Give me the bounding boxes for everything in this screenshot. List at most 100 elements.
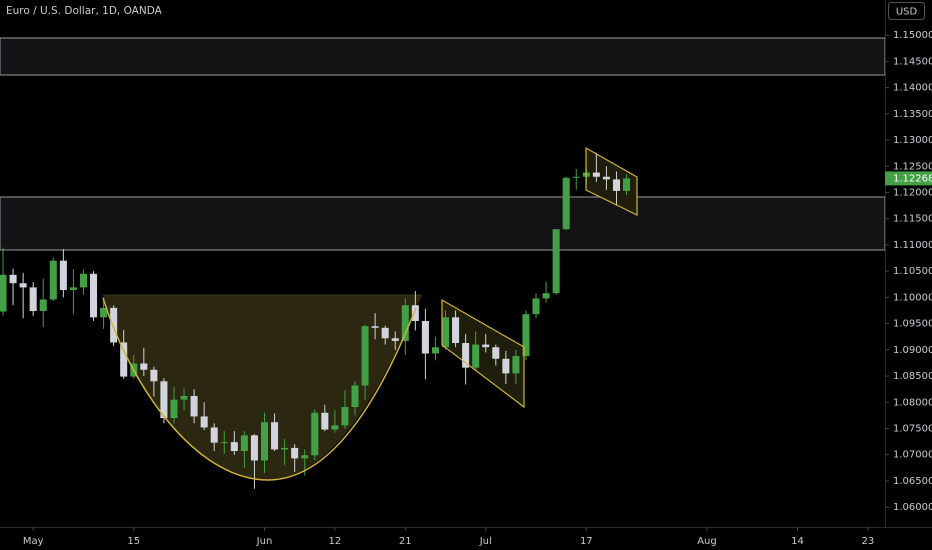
x-tick-label: 21 bbox=[399, 536, 412, 547]
y-tick-label: 1.06000 bbox=[893, 502, 932, 513]
candle-body bbox=[240, 435, 248, 452]
candle-body bbox=[190, 395, 198, 417]
cup-curve bbox=[102, 297, 417, 481]
x-tick-label: 12 bbox=[329, 536, 342, 547]
candle-body bbox=[482, 344, 490, 348]
x-tick-label: 15 bbox=[127, 536, 140, 547]
candle-body bbox=[592, 172, 600, 177]
candle-body bbox=[210, 427, 218, 443]
candle-body bbox=[562, 177, 570, 230]
candle-body bbox=[140, 363, 148, 370]
y-tick-label: 1.13000 bbox=[893, 135, 932, 146]
candle-body bbox=[291, 447, 299, 459]
candle-body bbox=[281, 447, 289, 450]
zone bbox=[0, 196, 886, 251]
candle-body bbox=[271, 422, 279, 450]
cup-area bbox=[103, 295, 422, 480]
candle-body bbox=[391, 338, 399, 341]
candle-body bbox=[19, 283, 27, 288]
y-tick-label: 1.14500 bbox=[893, 56, 932, 67]
y-tick-label: 1.09500 bbox=[893, 319, 932, 330]
candle-body bbox=[623, 178, 631, 191]
candle-body bbox=[90, 273, 98, 318]
candle-body bbox=[49, 260, 57, 300]
flag-outline bbox=[441, 298, 525, 409]
x-tick-label: Aug bbox=[697, 536, 717, 547]
candles bbox=[0, 152, 631, 489]
candle-body bbox=[612, 179, 621, 191]
candle-body bbox=[411, 305, 419, 321]
candle-body bbox=[9, 274, 17, 284]
candle-body bbox=[200, 416, 208, 428]
candle-body bbox=[371, 326, 379, 328]
flag-outline bbox=[585, 146, 638, 216]
x-tick-label: 17 bbox=[580, 536, 593, 547]
candle-body bbox=[462, 343, 470, 368]
candle-body bbox=[361, 326, 369, 386]
candle-body bbox=[532, 298, 540, 315]
candle-body bbox=[401, 305, 409, 341]
last-price-label: 1.12268 bbox=[893, 173, 932, 184]
y-tick-label: 1.12000 bbox=[893, 187, 932, 198]
candle-body bbox=[441, 317, 450, 348]
y-tick-label: 1.10000 bbox=[893, 292, 932, 303]
flag bbox=[586, 148, 637, 215]
candle-body bbox=[39, 299, 47, 312]
candle-body bbox=[572, 176, 580, 178]
flag bbox=[442, 300, 524, 407]
candle-body bbox=[69, 287, 77, 291]
y-tick-label: 1.07000 bbox=[893, 450, 932, 461]
currency-button[interactable] bbox=[888, 2, 925, 20]
candle-body bbox=[230, 442, 238, 452]
zone bbox=[0, 37, 886, 76]
y-tick-label: 1.07500 bbox=[893, 423, 932, 434]
candle-body bbox=[522, 314, 530, 357]
candle-body bbox=[100, 307, 108, 318]
candle-body bbox=[29, 287, 37, 312]
y-tick-label: 1.11000 bbox=[893, 240, 932, 251]
x-tick-label: Jul bbox=[479, 536, 492, 547]
candle-body bbox=[160, 381, 168, 419]
y-tick-label: 1.15000 bbox=[893, 30, 932, 41]
candle-body bbox=[150, 369, 158, 382]
candle-body bbox=[381, 327, 389, 339]
candle-body bbox=[602, 176, 610, 180]
candle-body bbox=[542, 293, 550, 299]
y-tick-label: 1.11500 bbox=[893, 214, 932, 225]
candle-body bbox=[421, 320, 429, 354]
candle-body bbox=[552, 229, 560, 294]
x-tick-label: 14 bbox=[791, 536, 804, 547]
candle-body bbox=[0, 274, 7, 312]
candle-body bbox=[311, 412, 319, 456]
y-tick-label: 1.13500 bbox=[893, 109, 932, 120]
x-tick-label: Jun bbox=[256, 536, 273, 547]
candle-body bbox=[452, 317, 460, 344]
y-tick-label: 1.14000 bbox=[893, 83, 932, 94]
candle-body bbox=[260, 422, 269, 461]
candle-body bbox=[170, 399, 178, 419]
candle-body bbox=[341, 406, 349, 426]
candle-body bbox=[351, 385, 359, 407]
x-tick-label: May bbox=[23, 536, 44, 547]
candle-body bbox=[250, 435, 258, 461]
x-tick-label: 23 bbox=[862, 536, 875, 547]
last-price-box bbox=[885, 171, 932, 186]
y-tick-label: 1.06500 bbox=[893, 476, 932, 487]
y-tick-label: 1.09000 bbox=[893, 345, 932, 356]
y-tick-label: 1.10500 bbox=[893, 266, 932, 277]
candle-body bbox=[180, 395, 188, 400]
candle-body bbox=[220, 442, 228, 444]
candle-body bbox=[331, 425, 339, 430]
candle-body bbox=[120, 342, 128, 377]
candle-body bbox=[79, 273, 87, 288]
candle-body bbox=[492, 347, 500, 359]
chart-title: Euro / U.S. Dollar, 1D, OANDA bbox=[6, 5, 163, 17]
y-tick-label: 1.08000 bbox=[893, 397, 932, 408]
candle-body bbox=[59, 260, 67, 291]
candle-body bbox=[431, 347, 439, 354]
candle-body bbox=[110, 307, 118, 343]
candle-body bbox=[472, 344, 480, 368]
currency-label[interactable]: USD bbox=[896, 7, 918, 18]
